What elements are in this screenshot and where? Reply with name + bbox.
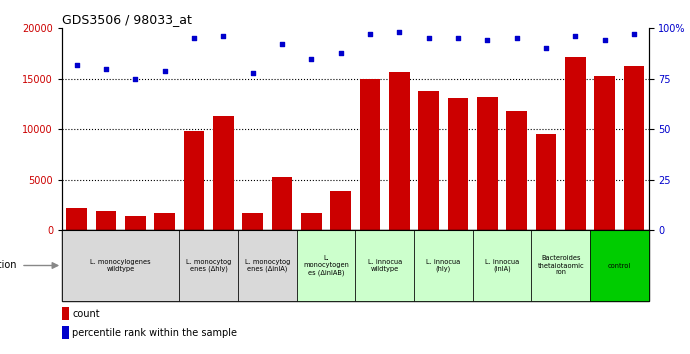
Text: L.
monocytogen
es (ΔinlAB): L. monocytogen es (ΔinlAB) <box>303 255 349 276</box>
Bar <box>359 79 380 230</box>
Bar <box>96 211 117 230</box>
Point <box>277 42 288 47</box>
Text: Bacteroides
thetaiotaomic
ron: Bacteroides thetaiotaomic ron <box>538 256 584 275</box>
Bar <box>62 230 179 301</box>
Bar <box>125 216 146 230</box>
Text: count: count <box>72 309 100 319</box>
Bar <box>238 230 297 301</box>
Bar <box>565 57 586 230</box>
Bar <box>297 230 355 301</box>
Point <box>629 32 640 37</box>
Bar <box>355 230 414 301</box>
Bar <box>477 97 497 230</box>
Point <box>540 46 551 51</box>
Text: infection: infection <box>0 261 17 270</box>
Bar <box>184 131 204 230</box>
Point <box>423 35 434 41</box>
Text: L. monocylogenes
wildtype: L. monocylogenes wildtype <box>90 259 151 272</box>
Point <box>364 32 375 37</box>
Point <box>159 68 170 74</box>
Text: L. innocua
(hly): L. innocua (hly) <box>426 259 460 272</box>
Bar <box>531 230 590 301</box>
Point <box>453 35 464 41</box>
Bar <box>448 98 469 230</box>
Bar <box>66 208 87 230</box>
Text: GDS3506 / 98033_at: GDS3506 / 98033_at <box>62 13 192 26</box>
Point <box>599 38 610 43</box>
Bar <box>624 65 644 230</box>
Point <box>394 29 405 35</box>
Bar <box>242 213 263 230</box>
Point <box>306 56 317 62</box>
Point <box>247 70 258 75</box>
Bar <box>331 191 351 230</box>
Bar <box>594 76 615 230</box>
Point <box>482 38 493 43</box>
Bar <box>535 134 556 230</box>
Point <box>511 35 522 41</box>
Point <box>570 34 581 39</box>
Point <box>71 62 82 68</box>
Point <box>188 35 199 41</box>
Point <box>335 50 346 55</box>
Bar <box>301 213 322 230</box>
Bar <box>272 177 293 230</box>
Text: percentile rank within the sample: percentile rank within the sample <box>72 328 237 338</box>
Text: L. innocua
(inlA): L. innocua (inlA) <box>485 259 519 272</box>
Bar <box>179 230 238 301</box>
Bar <box>418 91 439 230</box>
Point <box>218 34 229 39</box>
Point <box>130 76 141 81</box>
Text: control: control <box>608 263 631 268</box>
Bar <box>506 111 527 230</box>
Bar <box>62 326 70 339</box>
Text: L. monocytog
enes (ΔinlA): L. monocytog enes (ΔinlA) <box>245 259 290 272</box>
Text: L. innocua
wildtype: L. innocua wildtype <box>368 259 402 272</box>
Bar <box>213 116 234 230</box>
Bar <box>155 213 175 230</box>
Point <box>101 66 112 72</box>
Bar <box>389 72 410 230</box>
Bar <box>473 230 531 301</box>
Bar <box>590 230 649 301</box>
Bar <box>62 307 70 320</box>
Bar <box>414 230 473 301</box>
Text: L. monocytog
enes (Δhly): L. monocytog enes (Δhly) <box>186 259 231 272</box>
